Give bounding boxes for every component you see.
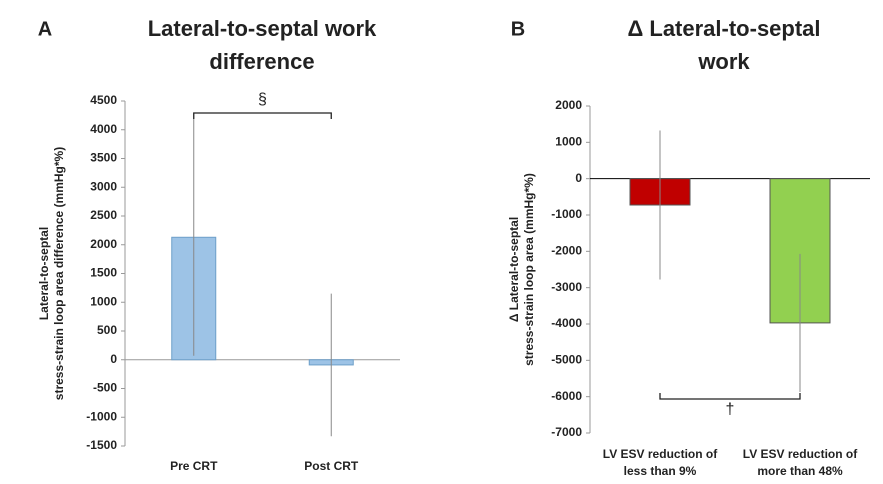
y-tick-label: -7000 [551, 425, 582, 439]
y-axis-label: Lateral-to-septal [37, 227, 51, 320]
y-tick-label: -5000 [551, 353, 582, 367]
x-tick-label: Pre CRT [170, 459, 218, 473]
y-tick-label: -3000 [551, 280, 582, 294]
y-tick-label: 0 [575, 171, 582, 185]
annotation: † [726, 401, 735, 418]
y-tick-label: 3000 [90, 179, 117, 193]
y-axis-label: stress-strain loop area difference (mmHg… [52, 147, 66, 400]
y-tick-label: 500 [97, 323, 117, 337]
y-tick-label: -1500 [86, 438, 117, 452]
significance-bracket [193, 112, 332, 119]
y-axis-label: stress-strain loop area (mmHg*%) [522, 173, 536, 366]
y-tick-label: -2000 [551, 244, 582, 258]
y-tick-label: 2000 [90, 237, 117, 251]
y-tick-label: 2000 [555, 98, 582, 112]
y-axis-label: Δ Lateral-to-septal [507, 217, 521, 322]
chart-title: Lateral-to-septal work difference [148, 16, 377, 74]
panel-label: B [511, 18, 525, 40]
y-tick-label: 0 [110, 352, 117, 366]
y-tick-label: 1000 [90, 294, 117, 308]
x-tick-label: LV ESV reduction of more than 48% [743, 447, 858, 478]
y-tick-label: -1000 [86, 409, 117, 423]
y-tick-label: 1500 [90, 266, 117, 280]
y-tick-label: 4500 [90, 93, 117, 107]
y-tick-label: -500 [93, 381, 117, 395]
y-tick-label: 4000 [90, 122, 117, 136]
panel-label: A [38, 18, 52, 40]
y-tick-label: 1000 [555, 135, 582, 149]
x-tick-label: LV ESV reduction of less than 9% [603, 447, 718, 478]
y-tick-label: -1000 [551, 207, 582, 221]
y-tick-label: 2500 [90, 208, 117, 222]
chart-title: Δ Lateral-to-septal work [627, 16, 820, 74]
y-tick-label: -6000 [551, 389, 582, 403]
y-tick-label: -4000 [551, 316, 582, 330]
x-tick-label: Post CRT [304, 459, 359, 473]
significance-bracket [659, 393, 801, 400]
annotation: § [258, 91, 267, 108]
y-tick-label: 3500 [90, 151, 117, 165]
